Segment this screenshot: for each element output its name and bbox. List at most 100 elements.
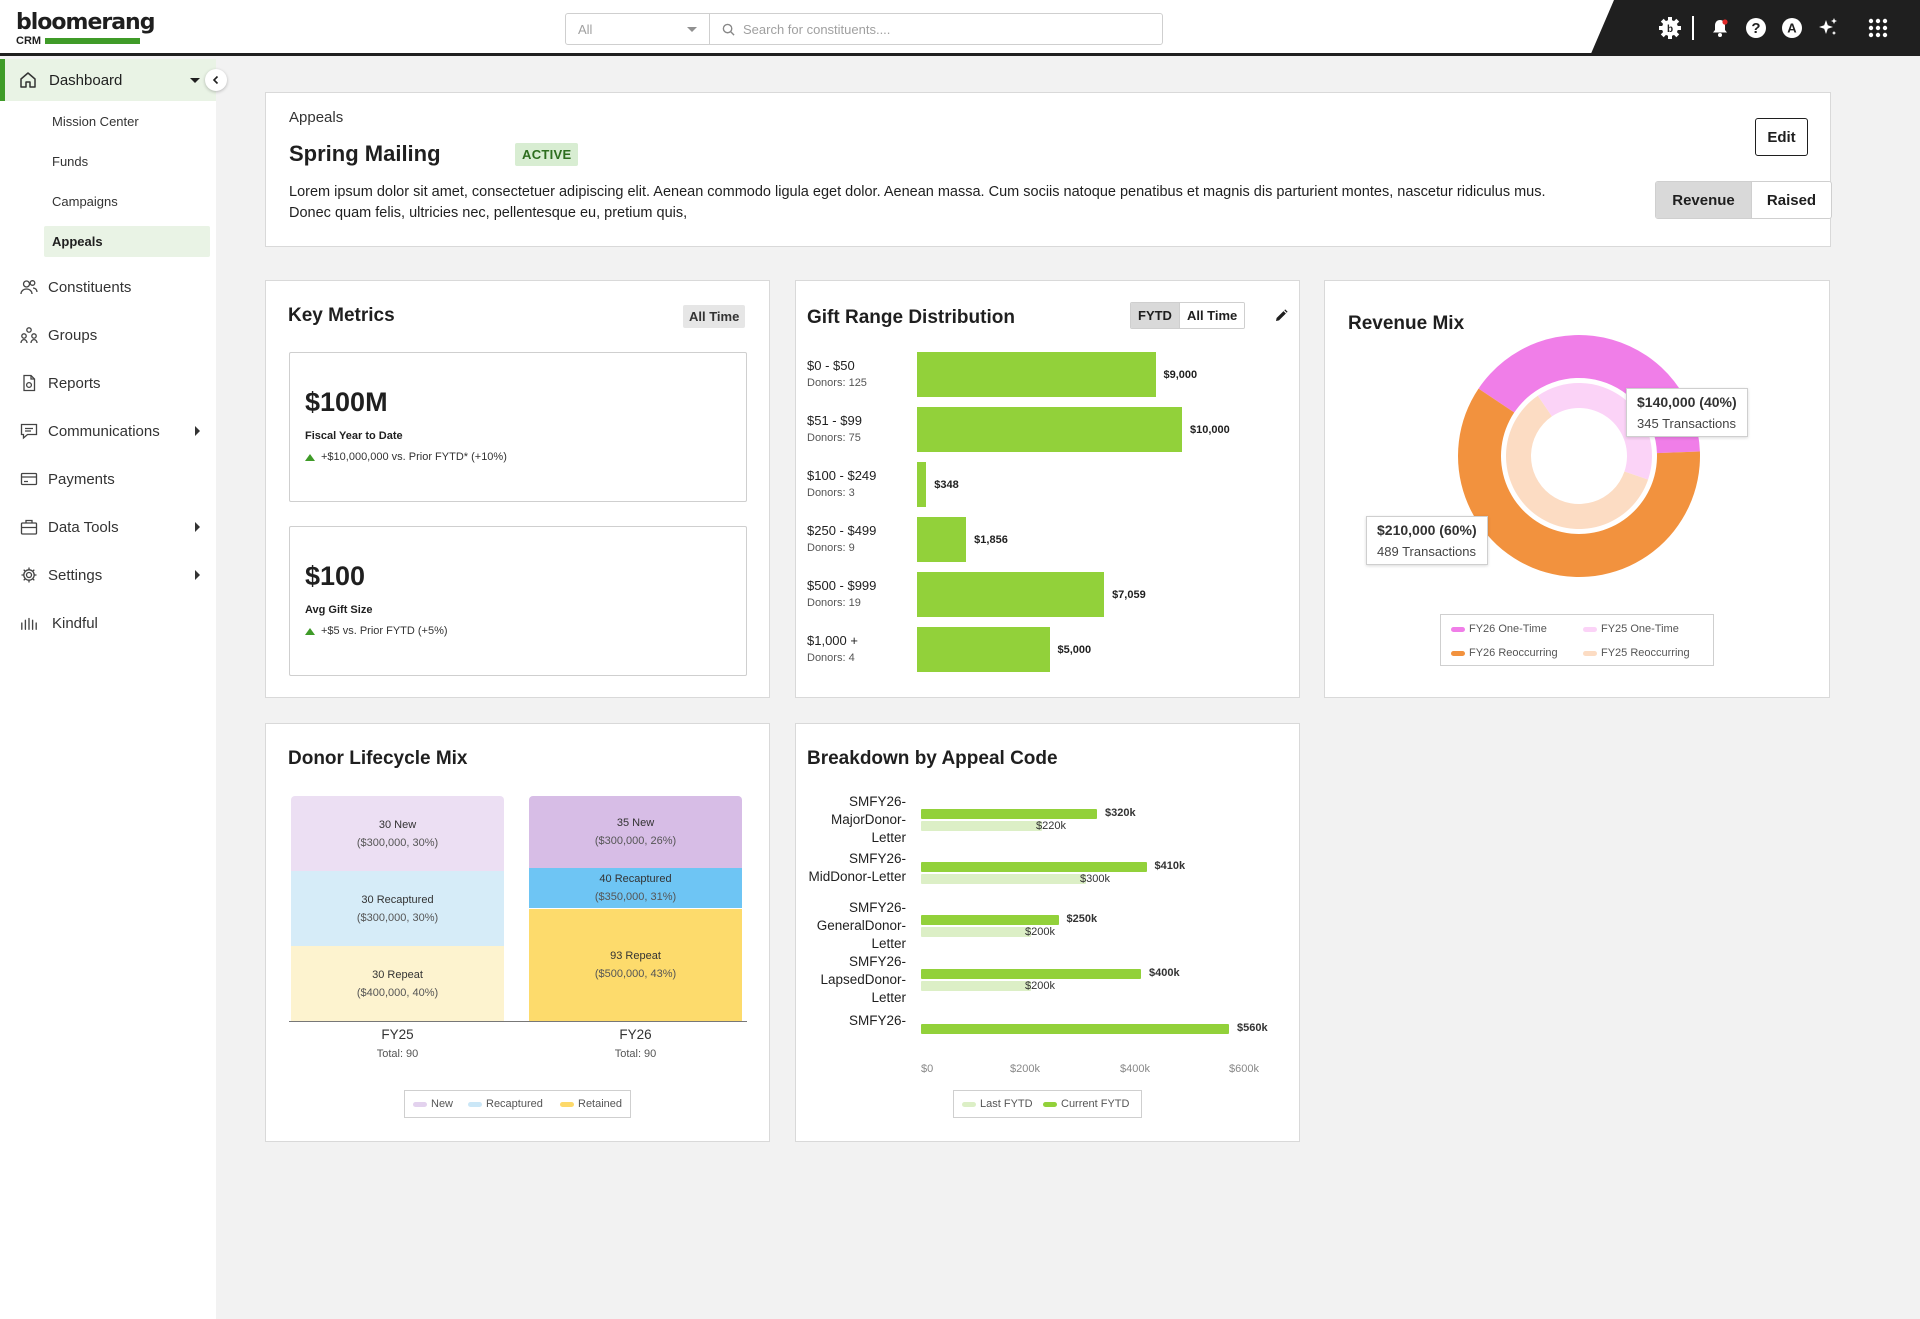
time-range-badge[interactable]: All Time [683,305,746,328]
current-fytd-bar[interactable] [921,1024,1229,1034]
gift-range-bar[interactable] [917,627,1050,672]
gift-range-bar[interactable] [917,517,967,562]
sidebar-item-settings[interactable]: Settings [0,555,216,595]
legend-item[interactable]: FY25 One-Time [1583,623,1679,635]
logo-wordmark: bloomerang [16,10,155,35]
stacked-segment[interactable]: 30 Repeat ($400,000, 40%) [291,946,504,1021]
sidebar-item-data-tools[interactable]: Data Tools [0,507,216,547]
legend-item[interactable]: FY25 Reoccurring [1583,647,1690,659]
legend-item[interactable]: Last FYTD [962,1098,1033,1110]
ai-sparkle-icon[interactable] [1810,10,1846,46]
breadcrumb[interactable]: Appeals [289,109,344,126]
legend-label: Recaptured [486,1098,543,1110]
help-icon[interactable]: ? [1738,10,1774,46]
stacked-segment[interactable]: 40 Recaptured ($350,000, 31%) [529,867,742,909]
segment-detail: ($300,000, 30%) [356,911,439,924]
bar-value-label: $5,000 [1057,644,1092,656]
current-fytd-bar[interactable] [921,915,1059,925]
notifications-bell-icon[interactable] [1702,10,1738,46]
x-axis-tick: $600k [1229,1063,1259,1075]
current-fytd-bar[interactable] [921,809,1097,819]
metric-card-fytd: $100M Fiscal Year to Date +$10,000,000 v… [289,352,747,502]
edit-button[interactable]: Edit [1755,118,1808,156]
range-label: $51 - $99 [807,413,862,428]
gift-range-bar[interactable] [917,352,1156,397]
collapse-sidebar-button[interactable] [205,69,227,91]
metric-label: Avg Gift Size [305,604,373,616]
gift-range-bar[interactable] [917,572,1105,617]
legend-item[interactable]: FY26 Reoccurring [1451,647,1558,659]
donut-slice-fy25-reoccurring[interactable] [1506,395,1649,529]
sidebar-subitem-appeals[interactable]: Appeals [44,226,210,257]
metric-card-avg-gift: $100 Avg Gift Size +$5 vs. Prior FYTD (+… [289,526,747,676]
segment-detail: ($400,000, 40%) [356,986,439,999]
appeal-code-label: SMFY26- MajorDonor- Letter [830,794,906,845]
donut-slice-fy25-one-time[interactable] [1537,383,1652,480]
sidebar-item-communications[interactable]: Communications [0,411,216,451]
briefcase-icon [20,518,38,536]
x-axis-tick: $400k [1120,1063,1150,1075]
logo-crm-label: CRM [16,35,42,47]
top-bar-actions: b ? A [1590,0,1920,56]
current-fytd-bar[interactable] [921,969,1141,979]
segment-detail: ($300,000, 26%) [594,834,677,847]
legend-item[interactable]: Retained [560,1098,622,1110]
raised-toggle-button[interactable]: Raised [1751,182,1831,218]
search-scope-select[interactable]: All [566,14,710,44]
settings-gear-icon[interactable]: b [1652,10,1688,46]
account-avatar-icon[interactable]: A [1774,10,1810,46]
range-label: $250 - $499 [807,523,877,538]
sidebar-subitem-mission-center[interactable]: Mission Center [52,114,139,129]
all-time-toggle-button[interactable]: All Time [1178,303,1245,328]
last-fytd-value: $220k [1036,820,1066,832]
last-fytd-bar[interactable] [921,981,1031,991]
segment-detail: ($500,000, 43%) [594,967,677,980]
sidebar-item-reports[interactable]: Reports [0,363,216,403]
chevron-left-icon [212,75,219,85]
legend-item[interactable]: New [413,1098,453,1110]
edit-pencil-icon[interactable] [1274,309,1288,328]
sidebar-item-payments[interactable]: Payments [0,459,216,499]
key-metrics-card: Key Metrics All Time $100M Fiscal Year t… [265,280,770,698]
sidebar-item-dashboard[interactable]: Dashboard [0,59,216,101]
sidebar-item-constituents[interactable]: Constituents [0,267,216,307]
svg-text:b: b [1667,24,1673,35]
metric-label: Fiscal Year to Date [305,430,403,442]
fytd-toggle-button[interactable]: FYTD [1131,303,1179,328]
legend-item[interactable]: Current FYTD [1043,1098,1129,1110]
chevron-right-icon [195,522,200,532]
sidebar-subitem-funds[interactable]: Funds [52,154,89,169]
last-fytd-bar[interactable] [921,821,1042,831]
last-fytd-bar[interactable] [921,874,1086,884]
sidebar-subitem-campaigns[interactable]: Campaigns [52,194,118,209]
revenue-toggle-button[interactable]: Revenue [1656,182,1751,218]
donor-count: Donors: 4 [807,652,855,664]
donut-slice-fy26-reoccurring[interactable] [1458,388,1700,577]
current-fytd-bar[interactable] [921,862,1147,872]
legend-swatch [1583,626,1597,632]
sidebar-item-label: Constituents [48,278,132,296]
legend-item[interactable]: FY26 One-Time [1451,623,1547,635]
sidebar-item-label: Reports [48,374,101,392]
stacked-segment[interactable]: 30 Recaptured ($300,000, 30%) [291,871,504,946]
stacked-segment[interactable]: 30 New ($300,000, 30%) [291,796,504,871]
card-title: Breakdown by Appeal Code [807,748,1058,769]
search-input[interactable] [743,21,1150,37]
bloomerang-logo[interactable]: bloomerang CRM [16,10,155,48]
metric-delta: +$5 vs. Prior FYTD (+5%) [321,625,448,637]
last-fytd-bar[interactable] [921,927,1031,937]
legend-item[interactable]: Recaptured [468,1098,543,1110]
stacked-segment[interactable]: 93 Repeat ($500,000, 43%) [529,908,742,1021]
last-fytd-value: $200k [1025,926,1055,938]
app-grid-icon[interactable] [1860,10,1896,46]
stacked-segment[interactable]: 35 New ($300,000, 26%) [529,796,742,868]
gift-range-bar[interactable] [917,407,1182,452]
sidebar-item-groups[interactable]: Groups [0,315,216,355]
gift-range-bar[interactable] [917,462,927,507]
tooltip-transactions: 345 Transactions [1637,416,1737,431]
sidebar-item-kindful[interactable]: Kindful [0,603,216,643]
stacked-column-fy26: 35 New ($300,000, 26%) 40 Recaptured ($350,… [529,796,742,1021]
donut-slice-fy26-one-time[interactable] [1478,335,1700,454]
sidebar-item-label: Settings [48,566,103,584]
trend-up-icon [305,627,315,635]
